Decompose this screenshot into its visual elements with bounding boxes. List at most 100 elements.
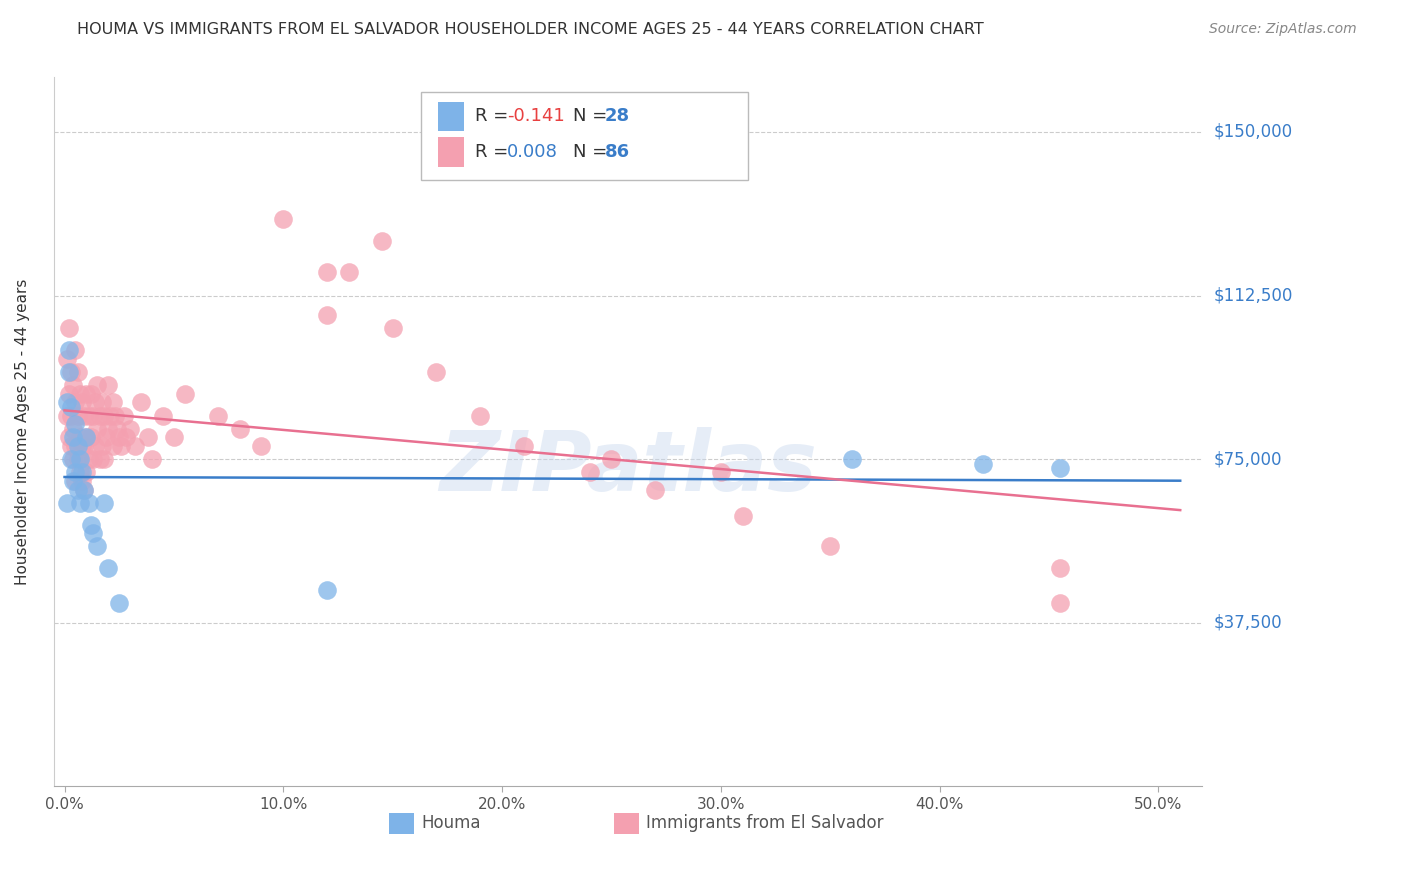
Text: $150,000: $150,000: [1213, 123, 1292, 141]
Point: [55, 351, 77, 366]
Point: [316, 264, 339, 278]
Point: [112, 409, 135, 423]
Point: [90, 395, 112, 409]
Point: [972, 457, 994, 471]
Point: [105, 422, 128, 436]
Point: [55, 409, 77, 423]
Point: [93, 409, 115, 423]
Point: [841, 452, 863, 467]
Point: [97, 561, 120, 575]
Text: $112,500: $112,500: [1213, 286, 1292, 304]
Point: [1049, 561, 1071, 575]
Point: [108, 596, 131, 610]
Point: [80, 430, 103, 444]
Point: [65, 343, 87, 357]
FancyBboxPatch shape: [389, 813, 415, 834]
Point: [58, 386, 80, 401]
Point: [75, 465, 97, 479]
Point: [101, 439, 124, 453]
Point: [600, 452, 623, 467]
Point: [58, 321, 80, 335]
Point: [94, 430, 117, 444]
Point: [73, 439, 96, 453]
Point: [271, 212, 294, 227]
Point: [65, 465, 87, 479]
Point: [100, 409, 122, 423]
Point: [97, 378, 120, 392]
Point: [62, 422, 84, 436]
Point: [114, 430, 136, 444]
Point: [97, 422, 120, 436]
Point: [470, 409, 492, 423]
Point: [62, 474, 84, 488]
Point: [70, 395, 93, 409]
Point: [65, 417, 87, 432]
Point: [89, 452, 111, 467]
Text: N =: N =: [572, 143, 613, 161]
Point: [86, 422, 108, 436]
Point: [69, 430, 91, 444]
Point: [66, 439, 89, 453]
Point: [62, 430, 84, 444]
Point: [66, 483, 89, 497]
Point: [818, 540, 841, 554]
Point: [104, 409, 127, 423]
Y-axis label: Householder Income Ages 25 - 44 years: Householder Income Ages 25 - 44 years: [15, 278, 30, 585]
Text: 28: 28: [605, 107, 630, 126]
Point: [207, 409, 229, 423]
Text: ZIPatlas: ZIPatlas: [439, 427, 817, 508]
Point: [58, 430, 80, 444]
Point: [73, 409, 96, 423]
Point: [60, 365, 83, 379]
Point: [80, 386, 103, 401]
Point: [86, 378, 108, 392]
Point: [66, 452, 89, 467]
Point: [70, 465, 93, 479]
Text: $75,000: $75,000: [1213, 450, 1282, 468]
Point: [371, 234, 394, 248]
Text: $37,500: $37,500: [1213, 614, 1282, 632]
Point: [173, 386, 195, 401]
Point: [77, 409, 100, 423]
Point: [70, 474, 93, 488]
Point: [89, 409, 111, 423]
Point: [93, 452, 115, 467]
Point: [337, 264, 360, 278]
Point: [77, 452, 100, 467]
Point: [62, 378, 84, 392]
Point: [62, 452, 84, 467]
Point: [86, 540, 108, 554]
Point: [120, 422, 142, 436]
Point: [60, 400, 83, 414]
Text: Source: ZipAtlas.com: Source: ZipAtlas.com: [1209, 22, 1357, 37]
FancyBboxPatch shape: [439, 137, 464, 167]
Point: [80, 517, 103, 532]
Point: [425, 365, 447, 379]
Point: [101, 395, 124, 409]
Point: [55, 496, 77, 510]
Point: [731, 508, 754, 523]
Point: [316, 308, 339, 322]
Point: [124, 439, 146, 453]
Text: 0.008: 0.008: [508, 143, 558, 161]
Point: [110, 439, 132, 453]
Point: [58, 365, 80, 379]
Point: [381, 321, 404, 335]
Point: [66, 365, 89, 379]
Point: [228, 422, 250, 436]
Point: [73, 483, 96, 497]
Text: 86: 86: [605, 143, 630, 161]
Point: [69, 452, 91, 467]
Text: R =: R =: [475, 107, 515, 126]
Point: [84, 439, 107, 453]
Point: [578, 465, 600, 479]
Point: [250, 439, 273, 453]
Text: -0.141: -0.141: [508, 107, 565, 126]
Point: [69, 496, 91, 510]
Point: [108, 430, 131, 444]
Point: [69, 465, 91, 479]
FancyBboxPatch shape: [422, 92, 748, 180]
Point: [90, 439, 112, 453]
Point: [163, 430, 186, 444]
Text: HOUMA VS IMMIGRANTS FROM EL SALVADOR HOUSEHOLDER INCOME AGES 25 - 44 YEARS CORRE: HOUMA VS IMMIGRANTS FROM EL SALVADOR HOU…: [77, 22, 984, 37]
